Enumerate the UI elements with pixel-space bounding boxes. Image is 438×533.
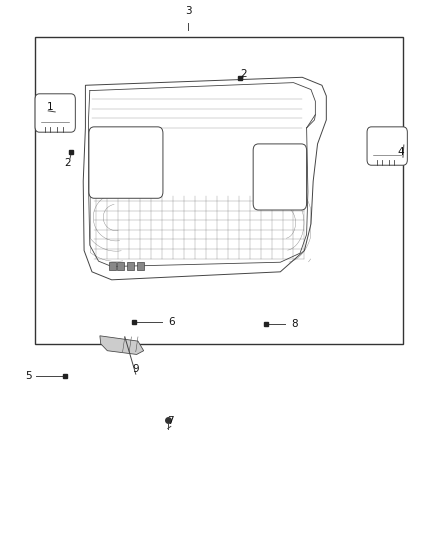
FancyBboxPatch shape bbox=[117, 262, 124, 270]
Text: 7: 7 bbox=[167, 416, 174, 426]
Bar bbox=[35, 37, 403, 344]
FancyBboxPatch shape bbox=[35, 94, 75, 132]
FancyBboxPatch shape bbox=[89, 127, 163, 198]
Text: 2: 2 bbox=[240, 69, 247, 78]
FancyBboxPatch shape bbox=[137, 262, 144, 270]
FancyBboxPatch shape bbox=[109, 262, 116, 270]
Text: 6: 6 bbox=[169, 318, 175, 327]
Text: 9: 9 bbox=[132, 364, 139, 374]
Text: 8: 8 bbox=[291, 319, 298, 328]
FancyBboxPatch shape bbox=[253, 144, 307, 210]
Text: 5: 5 bbox=[25, 371, 32, 381]
Text: 3: 3 bbox=[185, 6, 192, 16]
Polygon shape bbox=[100, 336, 144, 354]
FancyBboxPatch shape bbox=[127, 262, 134, 270]
Text: 2: 2 bbox=[64, 158, 71, 167]
Text: 4: 4 bbox=[397, 147, 404, 157]
FancyBboxPatch shape bbox=[367, 127, 407, 165]
Text: 1: 1 bbox=[47, 102, 54, 111]
